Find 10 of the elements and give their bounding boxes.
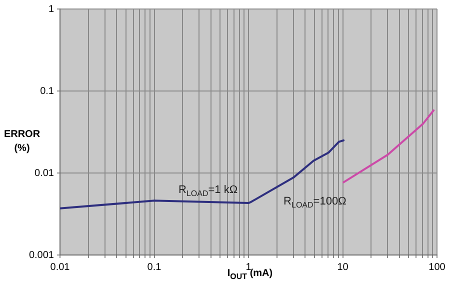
y-tick-label: 0.1 <box>40 86 54 97</box>
y-axis-title: ERROR (%) <box>2 128 42 156</box>
y-tick-label: 1 <box>48 4 54 15</box>
x-tick-label: 10 <box>337 262 349 273</box>
x-tick-label: 100 <box>428 262 446 273</box>
x-tick-label: 0.1 <box>147 262 162 273</box>
y-tick-label: 0.001 <box>28 250 54 261</box>
x-tick-label: 0.01 <box>50 262 70 273</box>
x-tick-label: 1 <box>246 262 252 273</box>
y-tick-label: 0.01 <box>34 168 54 179</box>
